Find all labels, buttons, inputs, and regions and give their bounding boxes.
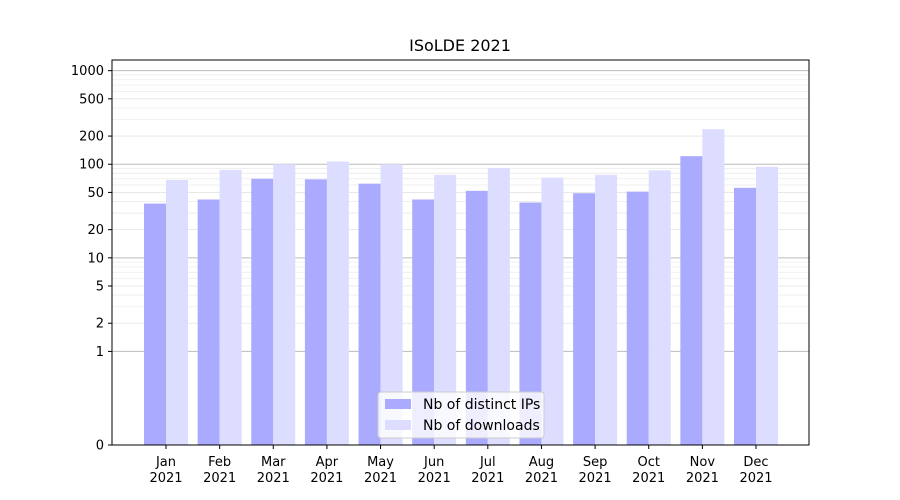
bar-downloads xyxy=(219,169,242,445)
y-tick-label: 20 xyxy=(87,223,104,238)
bar-distinct-ips xyxy=(734,187,756,445)
bar-distinct-ips xyxy=(358,183,381,445)
x-tick-label-month: Apr xyxy=(316,455,339,470)
x-tick-label-year: 2021 xyxy=(471,471,504,486)
legend: Nb of distinct IPs Nb of downloads xyxy=(377,391,545,439)
bar-downloads xyxy=(326,161,349,445)
legend-label: Nb of distinct IPs xyxy=(423,397,540,413)
x-tick-label-year: 2021 xyxy=(686,471,719,486)
plot-frame xyxy=(111,59,810,446)
x-axis: Jan2021Feb2021Mar2021Apr2021May2021Jun20… xyxy=(149,445,773,486)
y-tick-label: 5 xyxy=(96,280,104,295)
bar-distinct-ips xyxy=(465,190,488,445)
bar-downloads xyxy=(756,166,778,446)
legend-swatch xyxy=(385,399,411,409)
y-axis: 0 1 2 5 10 20 50 100 200 500 1000 xyxy=(71,64,112,454)
x-tick-label-month: Jun xyxy=(423,455,444,470)
bar-distinct-ips xyxy=(626,191,649,445)
x-tick-label-year: 2021 xyxy=(203,471,236,486)
x-tick-label-year: 2021 xyxy=(739,471,772,486)
bar-distinct-ips xyxy=(680,156,703,445)
legend-label: Nb of downloads xyxy=(423,418,540,434)
bar-distinct-ips xyxy=(412,199,435,445)
x-tick-label-month: Jan xyxy=(155,455,176,470)
x-tick-label-year: 2021 xyxy=(632,471,665,486)
x-tick-label-year: 2021 xyxy=(310,471,343,486)
y-tick-label: 50 xyxy=(87,186,104,201)
x-tick-label-month: Sep xyxy=(583,455,608,470)
bar-downloads xyxy=(487,168,510,445)
y-tick-label: 10 xyxy=(87,251,104,266)
bar-distinct-ips xyxy=(519,202,542,445)
bar-downloads xyxy=(648,170,671,445)
x-tick-label-year: 2021 xyxy=(364,471,397,486)
y-tick-label: 1000 xyxy=(71,64,104,79)
x-tick-label-year: 2021 xyxy=(257,471,290,486)
x-tick-label-year: 2021 xyxy=(525,471,558,486)
bar-downloads xyxy=(595,174,618,445)
y-tick-label: 200 xyxy=(79,130,104,145)
bar-downloads xyxy=(273,164,296,445)
y-tick-label: 0 xyxy=(96,439,104,454)
bar-distinct-ips xyxy=(304,179,327,445)
bars xyxy=(144,129,778,446)
x-tick-label-year: 2021 xyxy=(579,471,612,486)
legend-box xyxy=(377,391,545,439)
x-tick-label-year: 2021 xyxy=(418,471,451,486)
x-tick-label-month: Mar xyxy=(261,455,286,470)
x-tick-label-month: Dec xyxy=(743,455,768,470)
x-tick-label-month: Feb xyxy=(208,455,231,470)
bar-downloads xyxy=(434,174,457,445)
y-tick-label: 1 xyxy=(96,345,104,360)
bar-downloads xyxy=(380,164,403,445)
x-tick-label-month: May xyxy=(367,455,394,470)
y-tick-label: 500 xyxy=(79,92,104,107)
bar-downloads xyxy=(702,129,725,446)
x-tick-label-month: Jul xyxy=(479,455,496,470)
chart-title: ISoLDE 2021 xyxy=(409,36,511,55)
bar-distinct-ips xyxy=(197,199,220,445)
bar-downloads xyxy=(541,177,564,446)
x-tick-label-month: Oct xyxy=(637,455,659,470)
bar-distinct-ips xyxy=(251,178,274,446)
bar-distinct-ips xyxy=(144,203,166,445)
x-tick-label-year: 2021 xyxy=(149,471,182,486)
bar-downloads xyxy=(166,179,188,445)
x-tick-label-month: Aug xyxy=(529,455,554,470)
bar-distinct-ips xyxy=(573,193,596,445)
y-tick-label: 100 xyxy=(79,158,104,173)
x-tick-label-month: Nov xyxy=(690,455,716,470)
legend-swatch xyxy=(385,420,411,430)
y-tick-label: 2 xyxy=(96,317,104,332)
